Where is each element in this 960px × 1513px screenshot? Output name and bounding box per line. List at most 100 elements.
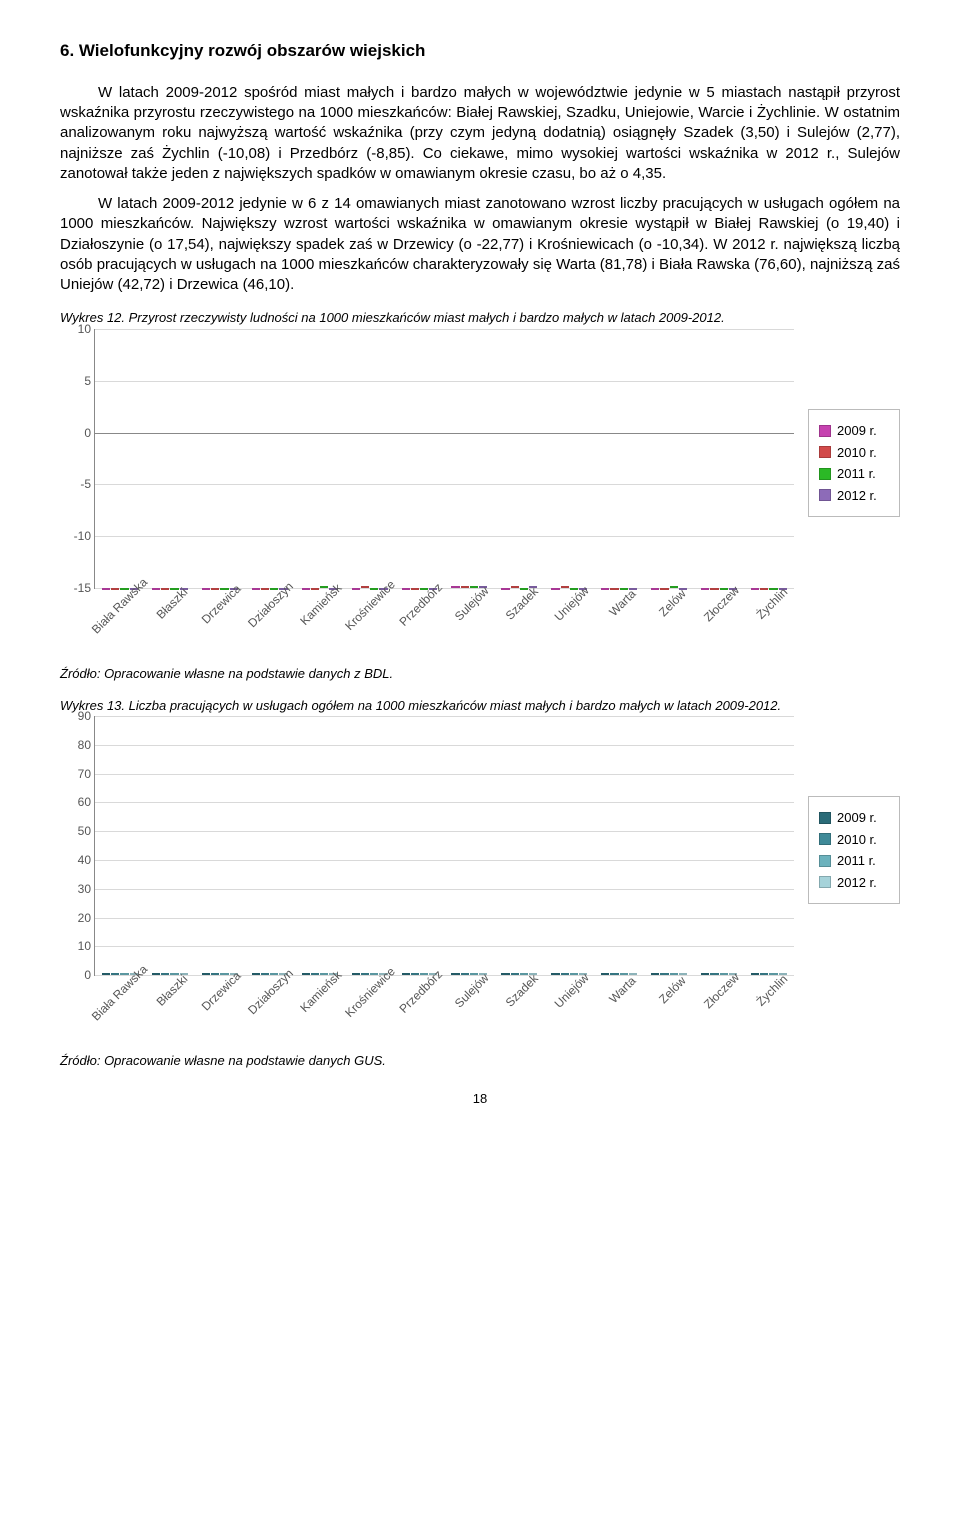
legend-label: 2010 r. <box>837 444 877 462</box>
legend-row: 2011 r. <box>819 465 889 483</box>
bar-rect <box>511 973 519 975</box>
chart13-xlabels: Biała RawskaBłaszkiDrzewicaDziałoszynKam… <box>94 976 794 1046</box>
chart13-caption: Wykres 13. Liczba pracujących w usługach… <box>60 697 900 715</box>
legend-label: 2009 r. <box>837 422 877 440</box>
bar-group-inner <box>152 329 188 588</box>
chart12-source: Źródło: Opracowanie własne na podstawie … <box>60 665 900 683</box>
legend-swatch <box>819 833 831 845</box>
y-tick: 10 <box>65 938 91 954</box>
bar-group <box>245 716 295 975</box>
bar-group <box>95 329 145 588</box>
bar-group-inner <box>501 716 537 975</box>
x-label: Błaszki <box>144 589 194 659</box>
chart12-legend: 2009 r. 2010 r. 2011 r. 2012 r. <box>808 409 900 517</box>
legend-label: 2009 r. <box>837 809 877 827</box>
legend-label: 2012 r. <box>837 874 877 892</box>
chart13-wrap: 0102030405060708090 Biała RawskaBłaszkiD… <box>60 716 900 1046</box>
bar-group-inner <box>302 716 338 975</box>
bar-rect <box>701 973 709 975</box>
bar-group-inner <box>751 329 787 588</box>
legend-row: 2012 r. <box>819 874 889 892</box>
y-tick: 90 <box>65 708 91 724</box>
bar-group-inner <box>451 716 487 975</box>
y-tick: -10 <box>65 528 91 544</box>
x-label: Żychlin <box>744 589 794 659</box>
bar-rect <box>352 973 360 975</box>
bar-rect <box>361 586 369 588</box>
bar-group-inner <box>252 329 288 588</box>
legend-row: 2010 r. <box>819 444 889 462</box>
bar-group <box>644 716 694 975</box>
x-label: Działoszyn <box>244 589 294 659</box>
bars-row <box>95 329 794 588</box>
bar-group <box>245 329 295 588</box>
x-label: Zelów <box>644 976 694 1046</box>
bar-group-inner <box>402 329 438 588</box>
x-label: Szadek <box>494 589 544 659</box>
bar-rect <box>411 973 419 975</box>
bar-group-inner <box>551 329 587 588</box>
x-label: Biała Rawska <box>94 589 144 659</box>
bar-rect <box>651 973 659 975</box>
bar-group <box>494 329 544 588</box>
bar-group <box>744 329 794 588</box>
legend-swatch <box>819 425 831 437</box>
bar-group <box>494 716 544 975</box>
bar-group <box>195 716 245 975</box>
legend-row: 2010 r. <box>819 831 889 849</box>
legend-label: 2012 r. <box>837 487 877 505</box>
bar-rect <box>461 586 469 588</box>
y-tick: 80 <box>65 737 91 753</box>
bar-group-inner <box>102 329 138 588</box>
chart13: 0102030405060708090 Biała RawskaBłaszkiD… <box>60 716 794 1046</box>
bar-rect <box>102 973 110 975</box>
x-label: Kamieńsk <box>294 589 344 659</box>
y-tick: 30 <box>65 881 91 897</box>
bar-group-inner <box>102 716 138 975</box>
chart12-xlabels: Biała RawskaBłaszkiDrzewicaDziałoszynKam… <box>94 589 794 659</box>
x-label: Krośniewice <box>344 589 394 659</box>
bar-group <box>744 716 794 975</box>
bar-rect <box>551 973 559 975</box>
bar-group-inner <box>601 716 637 975</box>
bar-rect <box>561 586 569 588</box>
bar-rect <box>211 973 219 975</box>
bar-group <box>644 329 694 588</box>
bar-group-inner <box>751 716 787 975</box>
bar-rect <box>402 973 410 975</box>
legend-swatch <box>819 468 831 480</box>
bar-group <box>694 329 744 588</box>
x-label: Biała Rawska <box>94 976 144 1046</box>
bar-group-inner <box>352 329 388 588</box>
y-tick: 50 <box>65 823 91 839</box>
bar-group <box>145 716 195 975</box>
bar-group-inner <box>252 716 288 975</box>
x-label: Sulejów <box>444 976 494 1046</box>
bar-rect <box>261 973 269 975</box>
x-label: Zelów <box>644 589 694 659</box>
x-label: Warta <box>594 589 644 659</box>
bar-group-inner <box>202 329 238 588</box>
page-number: 18 <box>60 1090 900 1108</box>
bar-rect <box>302 973 310 975</box>
bar-group <box>544 716 594 975</box>
bar-rect <box>361 973 369 975</box>
chart12-plot: -15-10-50510 <box>94 329 794 589</box>
bar-group-inner <box>501 329 537 588</box>
y-tick: -15 <box>65 580 91 596</box>
chart12-caption: Wykres 12. Przyrost rzeczywisty ludności… <box>60 309 900 327</box>
bar-group-inner <box>551 716 587 975</box>
bar-group <box>195 329 245 588</box>
x-label: Żychlin <box>744 976 794 1046</box>
legend-swatch <box>819 446 831 458</box>
bar-rect <box>202 973 210 975</box>
chart12-wrap: -15-10-50510 Biała RawskaBłaszkiDrzewica… <box>60 329 900 659</box>
bar-rect <box>161 973 169 975</box>
bar-rect <box>751 973 759 975</box>
bar-rect <box>111 973 119 975</box>
x-label: Drzewica <box>194 976 244 1046</box>
legend-row: 2011 r. <box>819 852 889 870</box>
bar-group <box>95 716 145 975</box>
bar-group <box>345 329 395 588</box>
bar-group <box>694 716 744 975</box>
